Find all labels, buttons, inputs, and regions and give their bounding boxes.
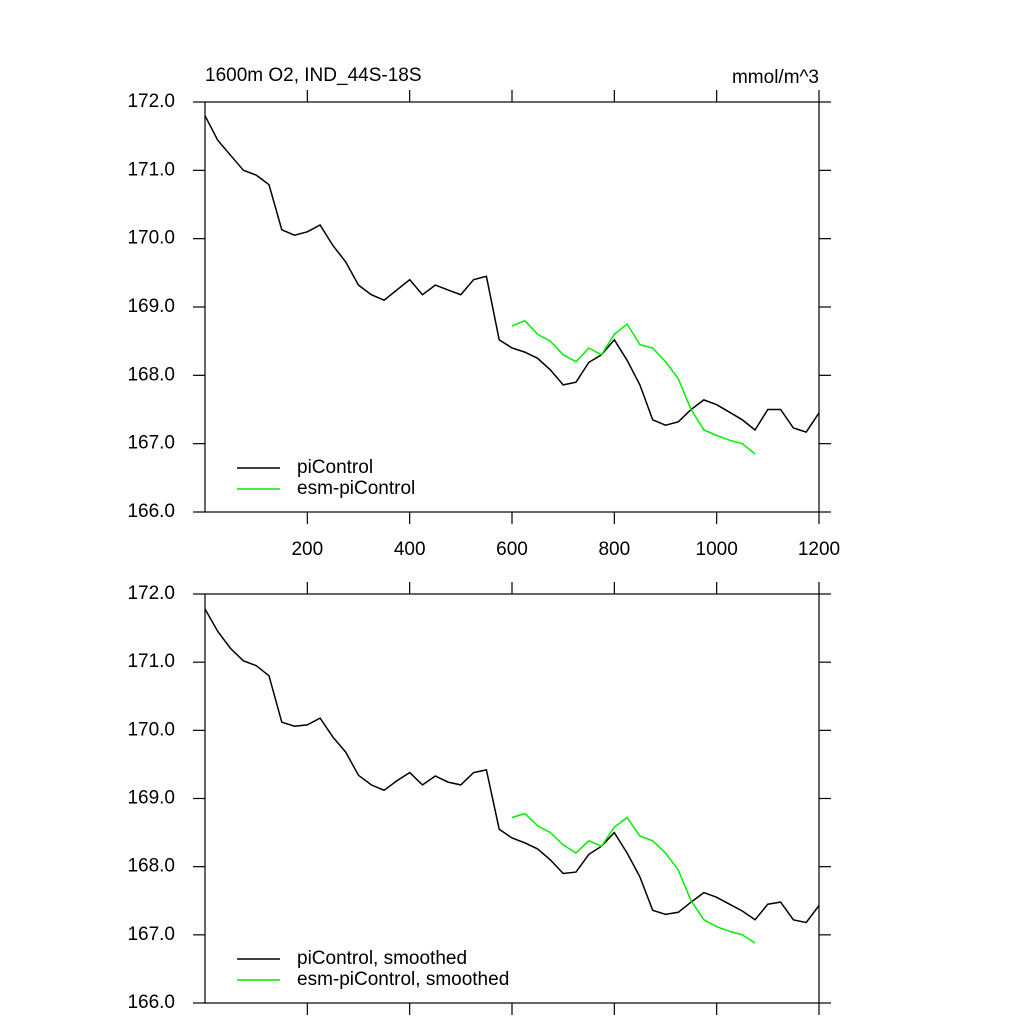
series-line	[204, 608, 820, 924]
y-tick-label: 170.0	[127, 228, 175, 249]
legend-label: esm-piControl	[297, 478, 415, 499]
x-tick-label: 400	[394, 539, 426, 560]
legend-label: esm-piControl, smoothed	[297, 969, 509, 990]
x-tick-label: 1000	[696, 539, 738, 560]
plot-frame	[204, 101, 820, 513]
x-tick-label: 800	[598, 539, 630, 560]
series-line	[204, 115, 820, 433]
y-tick-label: 169.0	[127, 788, 175, 809]
y-tick-label: 171.0	[127, 159, 175, 180]
y-tick-label: 168.0	[127, 364, 175, 385]
y-tick-label: 169.0	[127, 296, 175, 317]
y-tick-label: 166.0	[127, 501, 175, 522]
plot-frame	[204, 593, 820, 1004]
y-tick-label: 172.0	[127, 583, 175, 604]
x-tick-label: 1200	[798, 539, 840, 560]
units-label: mmol/m^3	[732, 67, 819, 88]
y-tick-label: 171.0	[127, 651, 175, 672]
y-tick-label: 167.0	[127, 433, 175, 454]
y-tick-label: 166.0	[127, 992, 175, 1013]
y-tick-label: 170.0	[127, 719, 175, 740]
series-line	[511, 812, 756, 944]
y-tick-label: 172.0	[127, 91, 175, 112]
legend-label: piControl	[297, 457, 373, 478]
y-tick-label: 167.0	[127, 924, 175, 945]
x-tick-label: 200	[291, 539, 323, 560]
series-line	[511, 319, 756, 455]
legend-label: piControl, smoothed	[297, 948, 467, 969]
x-tick-label: 600	[496, 539, 528, 560]
y-tick-label: 168.0	[127, 856, 175, 877]
chart-title: 1600m O2, IND_44S-18S	[205, 65, 422, 86]
